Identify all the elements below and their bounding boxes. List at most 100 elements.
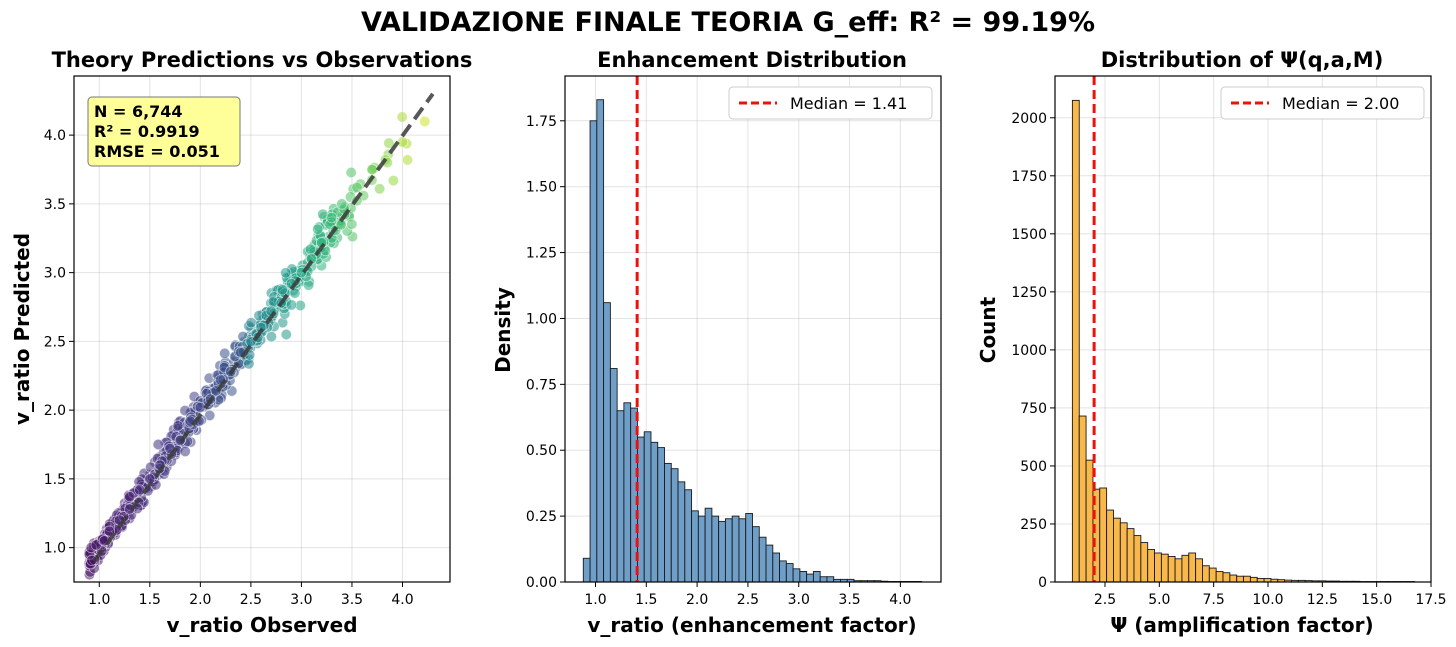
- psi-bar: [1222, 572, 1231, 583]
- scatter-point: [336, 198, 348, 210]
- enhancement-legend-box: [728, 86, 933, 120]
- psi-plot-area: [1054, 75, 1432, 583]
- psi-xtick-label: 12.5: [1307, 592, 1338, 608]
- enhancement-ytick-label: 0.75: [526, 377, 557, 393]
- scatter-point: [219, 347, 231, 359]
- enhancement-legend: Median = 1.41: [728, 86, 933, 120]
- psi-xtick-label: 10.0: [1252, 592, 1283, 608]
- enhancement-xtick-label: 3.0: [788, 592, 810, 608]
- psi-bar: [1167, 556, 1176, 583]
- scatter-panel: Theory Predictions vs Observations 1.0 1.…: [10, 48, 472, 637]
- scatter-xtick-label: 2.5: [240, 592, 262, 608]
- scatter-point: [304, 243, 317, 255]
- psi-xtick-label: 7.5: [1203, 592, 1225, 608]
- enhancement-plot-area: [564, 75, 942, 583]
- enhancement-bar: [745, 513, 753, 583]
- scatter-point: [276, 284, 288, 296]
- enhancement-bar: [670, 468, 679, 583]
- psi-legend-box: [1220, 86, 1425, 120]
- stats-r2: R² = 0.9919: [94, 122, 200, 141]
- enhancement-ytick-label: 1.75: [526, 114, 557, 130]
- enhancement-xtick-label: 2.5: [737, 592, 759, 608]
- enhancement-bar: [785, 563, 794, 583]
- enhancement-bar: [650, 441, 659, 583]
- scatter-point: [124, 491, 136, 503]
- scatter-point: [172, 420, 184, 432]
- scatter-point: [374, 183, 386, 195]
- scatter-plot-area: [73, 75, 451, 583]
- scatter-point: [289, 287, 301, 299]
- psi-bar: [1195, 558, 1203, 583]
- psi-ytick-label: 500: [1020, 459, 1047, 475]
- psi-bar: [1133, 535, 1142, 583]
- enhancement-ytick-label: 0.00: [526, 575, 557, 591]
- enhancement-bar: [596, 99, 605, 583]
- enhancement-ylabel: Density: [491, 287, 515, 373]
- enhancement-bar: [765, 544, 774, 583]
- psi-bar: [1215, 571, 1224, 583]
- enhancement-bar: [616, 410, 625, 583]
- psi-xtick-label: 15.0: [1361, 592, 1392, 608]
- enhancement-bar: [657, 447, 665, 583]
- psi-panel: Distribution of Ψ(q,a,M) 2.5 5.0 7.5 10.0 12…: [976, 48, 1447, 637]
- psi-legend-label: Median = 2.00: [1282, 94, 1399, 113]
- enhancement-bar: [812, 571, 821, 583]
- enhancement-bar: [697, 515, 706, 583]
- enhancement-ytick-label: 0.50: [526, 443, 557, 459]
- enhancement-bar: [724, 518, 733, 583]
- psi-ytick-label: 250: [1020, 517, 1047, 533]
- psi-bar: [1160, 553, 1169, 583]
- psi-bar: [1140, 542, 1149, 583]
- stats-n: N = 6,744: [94, 102, 183, 121]
- enhancement-xtick-label: 3.5: [838, 592, 860, 608]
- psi-bar: [1229, 574, 1238, 583]
- psi-bar: [1085, 459, 1094, 583]
- scatter-point: [383, 137, 395, 149]
- psi-bar: [1106, 509, 1114, 583]
- psi-bar: [1126, 528, 1135, 583]
- psi-title: Distribution of Ψ(q,a,M): [1101, 48, 1384, 72]
- enhancement-bar: [677, 481, 686, 583]
- enhancement-bar: [664, 462, 672, 583]
- enhancement-bar: [752, 526, 760, 583]
- scatter-point: [134, 484, 146, 496]
- scatter-ytick-label: 2.5: [44, 334, 66, 350]
- enhancement-bar: [779, 560, 787, 583]
- enhancement-ytick-label: 0.25: [526, 509, 557, 525]
- scatter-point: [419, 115, 431, 127]
- scatter-point: [351, 181, 363, 193]
- psi-bar: [1174, 558, 1183, 583]
- psi-bar: [1249, 576, 1258, 583]
- enhancement-bar: [731, 515, 740, 583]
- enhancement-title: Enhancement Distribution: [597, 48, 907, 72]
- psi-bar: [1078, 415, 1087, 583]
- psi-bar: [1243, 575, 1251, 583]
- psi-ytick-label: 2000: [1011, 111, 1047, 127]
- scatter-ytick-label: 1.0: [44, 541, 66, 557]
- scatter-ylabel: v_ratio Predicted: [10, 233, 34, 425]
- enhancement-xtick-label: 1.5: [635, 592, 657, 608]
- psi-bar: [1113, 517, 1121, 583]
- psi-bar: [1181, 554, 1190, 583]
- scatter-point: [179, 445, 191, 457]
- scatter-xlabel: v_ratio Observed: [166, 613, 357, 637]
- psi-bar: [1236, 575, 1244, 583]
- psi-xlabel: Ψ (amplification factor): [1110, 613, 1373, 637]
- scatter-point: [401, 154, 414, 166]
- enhancement-panel: Enhancement Distribution 1.0 1.5 2.0 2.5 3.0…: [491, 48, 942, 637]
- scatter-point: [280, 267, 292, 279]
- scatter-point: [366, 163, 378, 176]
- enhancement-bar: [772, 552, 781, 583]
- psi-xtick-label: 17.5: [1415, 592, 1446, 608]
- enhancement-ytick-label: 1.50: [526, 180, 557, 196]
- enhancement-xlabel: v_ratio (enhancement factor): [587, 613, 916, 637]
- psi-ytick-label: 750: [1020, 401, 1047, 417]
- enhancement-legend-label: Median = 1.41: [790, 94, 907, 113]
- scatter-title: Theory Predictions vs Observations: [52, 48, 473, 72]
- enhancement-bar: [711, 515, 720, 583]
- scatter-ytick-label: 4.0: [44, 128, 66, 144]
- psi-ytick-label: 1750: [1011, 169, 1047, 185]
- psi-bar: [1202, 565, 1210, 583]
- psi-bar: [1188, 552, 1197, 583]
- scatter-point: [152, 438, 164, 451]
